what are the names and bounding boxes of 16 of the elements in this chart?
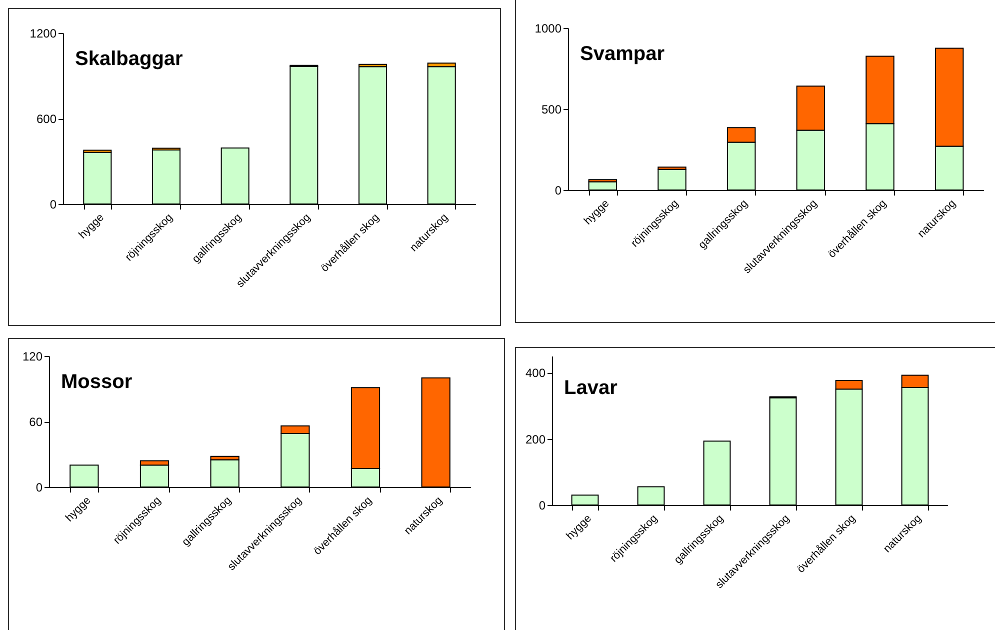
text: Lavar <box>564 377 618 399</box>
y-tick-label: 1000 <box>534 22 562 36</box>
y-tick-label: 120 <box>22 350 43 364</box>
y-tick-label: 0 <box>50 198 57 212</box>
y-tick-label: 0 <box>538 498 546 512</box>
y-tick-label: 0 <box>554 184 562 198</box>
text: Skalbaggar <box>75 48 184 70</box>
y-tick-label: 1200 <box>30 26 57 40</box>
y-tick-label: 600 <box>36 112 57 126</box>
y-tick-label: 60 <box>29 415 43 429</box>
y-tick-label: 200 <box>525 432 546 446</box>
text: Mossor <box>61 371 132 393</box>
text: Svampar <box>580 43 665 65</box>
y-tick-label: 400 <box>525 366 546 380</box>
y-tick-label: 500 <box>541 102 562 116</box>
y-tick-label: 0 <box>36 480 43 494</box>
